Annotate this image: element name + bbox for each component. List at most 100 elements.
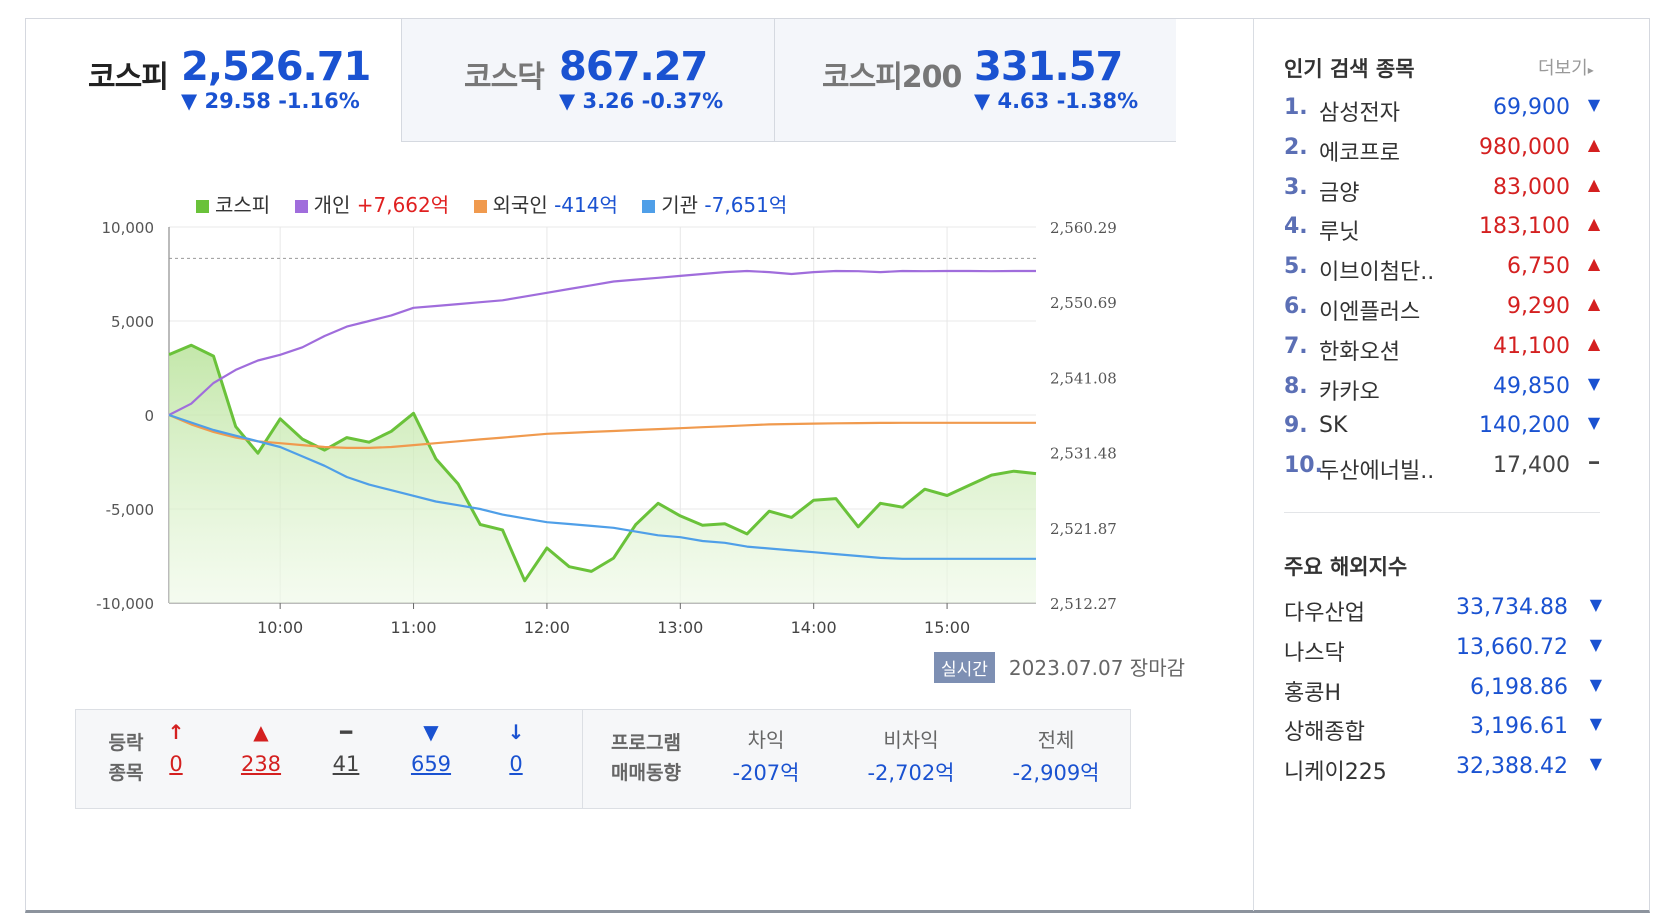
stock-rank: 10. [1284,453,1323,479]
arrow-up-icon: ▲ [1587,214,1601,234]
count-link[interactable]: 41 [332,752,360,776]
arrow-up-icon: ▲ [1587,333,1601,353]
count-down-icon: ▼ [423,720,439,744]
legend-label: 외국인 [492,193,548,217]
foreign-index-item[interactable]: 상해종합 3,196.61 ▼ [1284,714,1604,754]
program-value: -207억 [732,761,800,785]
index-name[interactable]: 니케이225 [1284,760,1387,786]
foreign-index-item[interactable]: 나스닥 13,660.72 ▼ [1284,635,1604,675]
right-axis-tick: 2,512.27 [1050,595,1117,613]
program-value: -2,909억 [1012,761,1100,785]
stock-name[interactable]: 두산에너빌.. [1319,459,1435,485]
right-axis-tick: 2,521.87 [1050,520,1117,538]
index-value: 33,734.88 [1456,595,1568,620]
x-axis-tick: 13:00 [657,618,703,637]
popular-stock-item[interactable]: 2. 에코프로 980,000 ▲ [1284,135,1604,175]
stock-price: 69,900 [1493,95,1570,120]
stock-price: 49,850 [1493,373,1570,399]
more-label: 더보기 [1538,58,1588,79]
legend-institution: 기관 -7,651억 [642,189,787,218]
chart-legend: 코스피 개인 +7,662억 외국인 -414억 기관 -7,651억 [196,189,805,218]
foreign-index-item[interactable]: 홍콩H 6,198.86 ▼ [1284,675,1604,715]
index-value: 3,196.61 [1470,714,1568,740]
popular-stock-item[interactable]: 6. 이엔플러스 9,290 ▲ [1284,294,1604,334]
index-value: 13,660.72 [1456,634,1568,660]
popular-stock-item[interactable]: 10. 두산에너빌.. 17,400 ━ [1284,453,1604,493]
stock-rank: 6. [1284,294,1308,319]
count-link[interactable]: 0 [169,752,183,776]
tab-name: 코스피200 [822,60,962,95]
popular-stock-item[interactable]: 4. 루닛 183,100 ▲ [1284,214,1604,254]
tab-kospi[interactable]: 코스피 2,526.71 ▼ 29.58 -1.16% [26,19,401,142]
count-up-icon: ↑ [167,720,185,744]
stock-rank: 9. [1284,413,1308,439]
popular-stock-item[interactable]: 8. 카카오 49,850 ▼ [1284,374,1604,414]
market-summary: 등락 종목 ↑ 0 ▲ 238 ━ 41 ▼ 659 ↓ 0 프로그램 매매동향 차익 -207억 비… [75,709,1131,809]
count-up-icon: ▲ [253,720,269,744]
tab-change: ▼ 3.26 -0.37% [559,89,724,113]
count-flat-icon: ━ [339,720,353,744]
index-name[interactable]: 홍콩H [1284,680,1342,706]
stock-name[interactable]: 에코프로 [1319,140,1400,166]
stock-name[interactable]: 카카오 [1319,379,1380,405]
arrow-down-icon: ▼ [1589,674,1602,694]
advance-decline-label: 등락 종목 [96,728,156,788]
foreign-series-line [168,413,1036,449]
arrow-down-icon: ▼ [1587,413,1601,433]
label-line: 등락 [108,732,144,754]
stock-rank: 3. [1284,174,1308,200]
index-name[interactable]: 나스닥 [1284,640,1345,666]
market-main-panel: 코스피 2,526.71 ▼ 29.58 -1.16% 코스닥 867.27 ▼… [26,19,1254,911]
stock-price: 9,290 [1507,294,1570,319]
more-link[interactable]: 더보기▸ [1538,54,1594,80]
stock-name[interactable]: 루닛 [1319,220,1360,246]
arrow-down-icon: ▼ [1589,714,1602,734]
stock-name[interactable]: SK [1319,413,1348,439]
legend-value: -7,651억 [704,193,788,217]
side-divider [1284,512,1600,513]
index-value: 32,388.42 [1456,754,1568,780]
popular-stock-item[interactable]: 9. SK 140,200 ▼ [1284,413,1604,453]
tab-name: 코스피 [88,60,169,95]
stock-name[interactable]: 금양 [1319,180,1360,206]
program-trading-label: 프로그램 매매동향 [601,728,691,788]
foreign-index-item[interactable]: 다우산업 33,734.88 ▼ [1284,595,1604,635]
count-link[interactable]: 238 [240,752,282,776]
foreign-title: 주요 해외지수 [1284,555,1408,579]
count-link[interactable]: 0 [509,752,523,776]
label-line: 매매동향 [611,762,681,784]
popular-stock-item[interactable]: 1. 삼성전자 69,900 ▼ [1284,95,1604,135]
popular-title: 인기 검색 종목 [1284,57,1415,81]
stock-name[interactable]: 이브이첨단.. [1319,260,1435,286]
popular-stock-item[interactable]: 7. 한화오션 41,100 ▲ [1284,334,1604,374]
arrow-down-icon: ▼ [1589,754,1602,774]
stock-name[interactable]: 한화오션 [1319,339,1400,365]
stock-price: 83,000 [1493,174,1570,200]
index-name[interactable]: 상해종합 [1284,720,1365,746]
legend-value: -414억 [554,193,618,217]
stock-price: 6,750 [1507,254,1570,280]
legend-value: +7,662억 [356,193,450,217]
count-link[interactable]: 659 [410,752,452,776]
popular-stock-item[interactable]: 3. 금양 83,000 ▲ [1284,175,1604,215]
tab-change: ▼ 4.63 -1.38% [974,89,1139,113]
left-axis-tick: 10,000 [102,219,155,237]
popular-stock-item[interactable]: 5. 이브이첨단.. 6,750 ▲ [1284,254,1604,294]
arrow-up-icon: ▲ [1587,134,1601,154]
arrow-up-icon: ▲ [1587,174,1601,194]
foreign-index-item[interactable]: 니케이225 32,388.42 ▼ [1284,754,1604,794]
stock-name[interactable]: 이엔플러스 [1319,300,1421,325]
stock-rank: 8. [1284,373,1308,399]
left-axis-tick: -5,000 [106,501,154,519]
index-name[interactable]: 다우산업 [1284,601,1365,626]
stock-name[interactable]: 삼성전자 [1319,101,1400,126]
kospi-series-line [168,343,1037,583]
program-header: 전체 [1037,728,1075,752]
tab-change: ▼ 29.58 -1.16% [181,89,360,113]
summary-divider [582,710,583,808]
left-axis-tick: -10,000 [96,595,154,613]
arrow-down-icon: ▼ [1587,95,1601,114]
realtime-badge[interactable]: 실시간 [934,652,995,683]
tab-kosdaq[interactable]: 코스닥 867.27 ▼ 3.26 -0.37% [401,19,774,142]
tab-kospi200[interactable]: 코스피200 331.57 ▼ 4.63 -1.38% [774,19,1176,142]
